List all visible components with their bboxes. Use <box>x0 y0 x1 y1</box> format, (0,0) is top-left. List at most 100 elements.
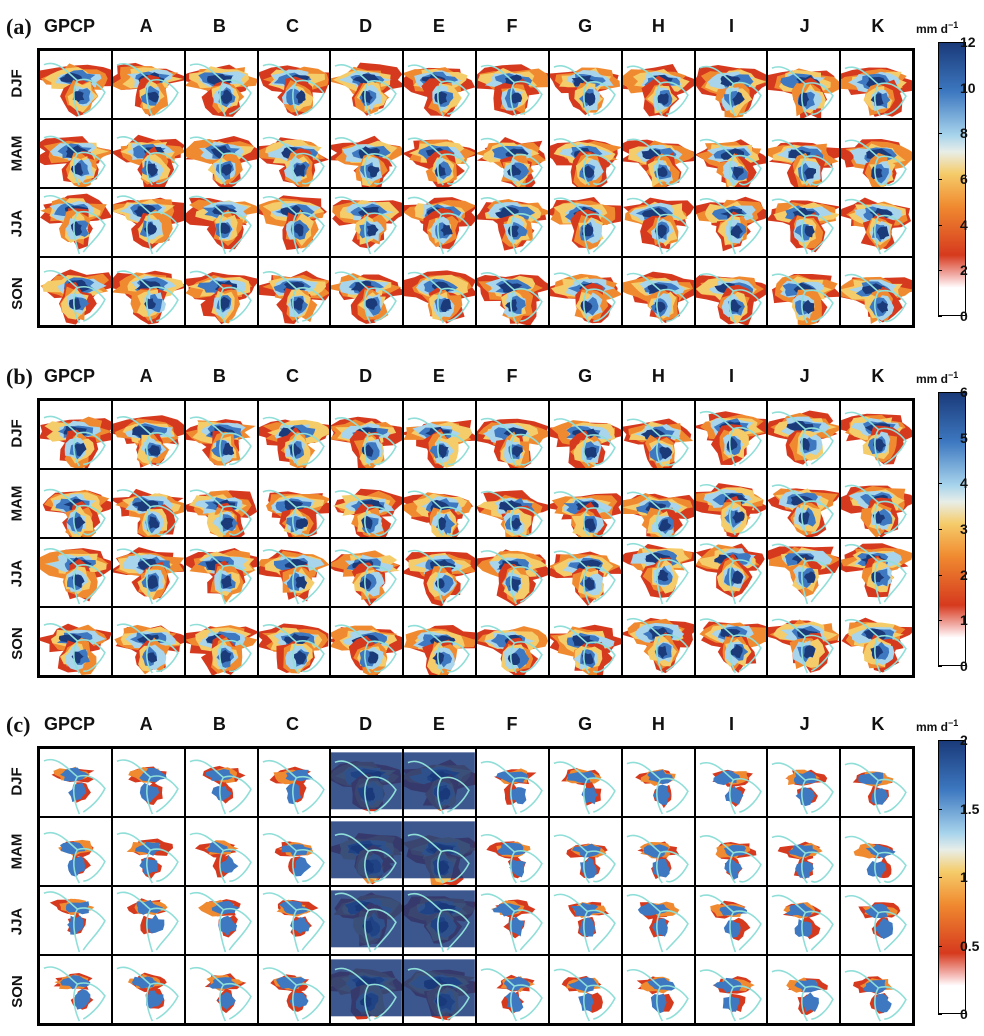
colorbar-tick-mark <box>938 179 942 180</box>
map-cell-c-jja <box>257 538 331 607</box>
map-cell-d-jja <box>330 538 404 607</box>
map-cell-f-mam <box>476 817 549 886</box>
row-label-djf: DJF <box>0 746 34 816</box>
map-cell-a-son <box>111 955 185 1024</box>
map-cell-j-djf <box>767 400 841 469</box>
column-header-k: K <box>871 714 885 734</box>
column-header-k: K <box>871 366 885 386</box>
map-cell-j-son <box>767 955 841 1024</box>
row-label-mam: MAM <box>0 468 34 538</box>
map-cell-j-djf <box>767 748 841 817</box>
map-cell-k-mam <box>840 817 913 886</box>
map-cell-i-djf <box>694 748 768 817</box>
panel-label: (b) <box>6 364 33 389</box>
column-header-a: A <box>139 714 153 734</box>
colorbar-tick-label: 0 <box>960 308 968 324</box>
column-header-b: B <box>212 16 226 36</box>
row-label-son: SON <box>0 608 34 678</box>
map-cell-d-djf <box>330 50 404 119</box>
map-cell-e-djf <box>403 50 476 119</box>
colorbar-tick-label: 5 <box>960 429 968 446</box>
map-cell-h-son <box>621 607 695 676</box>
map-cell-j-jja <box>767 886 841 955</box>
map-cell-h-son <box>621 955 695 1024</box>
colorbar-tick-mark <box>938 620 942 622</box>
map-cell-g-mam <box>548 817 622 886</box>
map-cell-k-jja <box>840 188 913 257</box>
map-cell-h-son <box>621 257 695 326</box>
row-label-jja: JJA <box>0 886 34 956</box>
map-cell-gpcp-djf <box>39 748 112 817</box>
map-cell-a-mam <box>111 469 185 538</box>
map-cell-c-djf <box>257 400 331 469</box>
map-cell-f-son <box>476 607 549 676</box>
map-cell-g-son <box>548 257 622 326</box>
column-header-c: C <box>286 16 299 36</box>
map-cell-b-mam <box>184 469 258 538</box>
colorbar <box>938 740 966 1014</box>
map-cell-i-jja <box>694 886 768 955</box>
map-cell-a-jja <box>111 188 185 257</box>
colorbar-units: mm d−1 <box>916 716 958 734</box>
map-cell-a-son <box>111 607 185 676</box>
colorbar-tick-mark <box>938 666 942 667</box>
map-cell-h-djf <box>621 50 695 119</box>
colorbar-tick-mark <box>938 316 942 317</box>
map-cell-d-son <box>330 607 404 676</box>
colorbar-units: mm d−1 <box>916 18 958 36</box>
map-cell-d-mam <box>330 119 404 188</box>
colorbar-tick-mark <box>938 483 942 485</box>
row-label-djf: DJF <box>0 398 34 468</box>
map-cell-b-djf <box>184 400 258 469</box>
map-cell-b-jja <box>184 886 258 955</box>
map-cell-j-jja <box>767 188 841 257</box>
map-cell-h-mam <box>621 119 695 188</box>
map-cell-f-son <box>476 257 549 326</box>
map-cell-gpcp-mam <box>39 469 112 538</box>
map-cell-gpcp-son <box>39 955 112 1024</box>
map-cell-b-son <box>184 257 258 326</box>
map-cell-e-son <box>403 257 476 326</box>
row-label-djf: DJF <box>0 48 34 118</box>
colorbar-units-exponent: −1 <box>948 718 959 728</box>
map-cell-f-djf <box>476 748 549 817</box>
map-cell-h-djf <box>621 748 695 817</box>
map-cell-g-mam <box>548 469 622 538</box>
map-grid <box>37 398 915 678</box>
map-cell-i-mam <box>694 119 768 188</box>
map-cell-a-mam <box>111 119 185 188</box>
map-cell-g-son <box>548 607 622 676</box>
column-header-e: E <box>432 366 445 386</box>
row-label-mam: MAM <box>0 118 34 188</box>
map-cell-a-djf <box>111 400 185 469</box>
colorbar-tick-mark <box>938 945 942 947</box>
map-cell-c-son <box>257 955 331 1024</box>
row-label-text: DJF <box>8 766 26 796</box>
map-grid <box>37 746 915 1026</box>
column-header-gpcp: GPCP <box>44 714 96 734</box>
column-header-a: A <box>139 16 153 36</box>
colorbar-tick-mark <box>938 270 942 272</box>
map-cell-c-jja <box>257 188 331 257</box>
map-cell-j-mam <box>767 119 841 188</box>
colorbar-tick-mark <box>938 1014 942 1015</box>
column-header-j: J <box>799 366 810 386</box>
map-cell-a-son <box>111 257 185 326</box>
map-cell-i-son <box>694 955 768 1024</box>
panel-b: (b) GPCP A B C D E F G H I J K DJF MAM JJA SON mm d−1 0 1 2 3… <box>0 358 984 688</box>
map-cell-k-mam <box>840 469 913 538</box>
column-header-d: D <box>359 714 373 734</box>
map-cell-i-jja <box>694 188 768 257</box>
map-cell-f-jja <box>476 188 549 257</box>
row-label-text: SON <box>8 974 26 1008</box>
map-cell-a-djf <box>111 50 185 119</box>
map-cell-gpcp-mam <box>39 817 112 886</box>
map-cell-gpcp-jja <box>39 188 112 257</box>
column-header-k: K <box>871 16 885 36</box>
map-cell-f-mam <box>476 469 549 538</box>
colorbar-tick-mark <box>938 392 942 393</box>
map-cell-e-jja <box>403 188 476 257</box>
map-cell-a-mam <box>111 817 185 886</box>
colorbar-tick-label: 1 <box>960 612 968 629</box>
colorbar-tick-mark <box>938 42 942 43</box>
